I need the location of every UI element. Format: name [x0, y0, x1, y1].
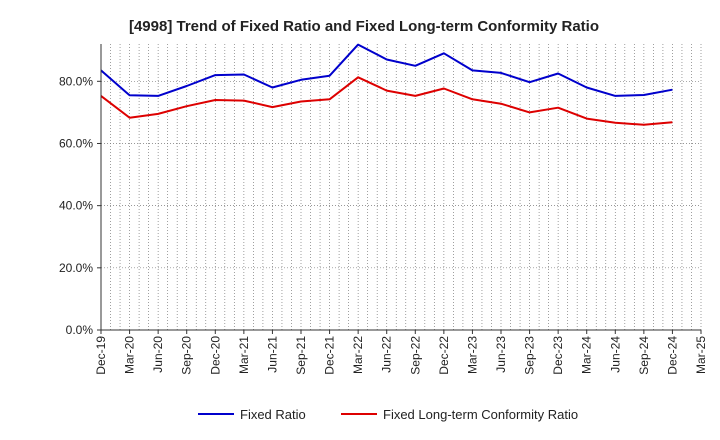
x-tick-labels: Dec-19 Mar-20 Jun-20 Sep-20 Dec-20 Mar-21 Jun-…	[94, 336, 708, 375]
x-tick-label: Dec-22	[437, 336, 451, 375]
y-tick-label: 80.0%	[59, 74, 93, 88]
x-tick-label: Dec-19	[94, 336, 108, 375]
x-tick-label: Jun-22	[380, 336, 394, 373]
x-tick-label: Sep-20	[180, 336, 194, 375]
y-tick-label: 40.0%	[59, 199, 93, 213]
axes	[97, 44, 702, 334]
chart-title: [4998] Trend of Fixed Ratio and Fixed Lo…	[129, 18, 599, 35]
x-tick-label: Sep-24	[637, 336, 651, 375]
y-tick-labels: 0.0% 20.0% 40.0% 60.0% 80.0%	[59, 74, 93, 337]
x-tick-label: Jun-20	[151, 336, 165, 373]
x-tick-label: Mar-20	[123, 336, 137, 374]
y-tick-label: 60.0%	[59, 136, 93, 150]
x-tick-label: Mar-24	[580, 336, 594, 374]
x-tick-label: Jun-24	[608, 336, 622, 373]
y-tick-label: 20.0%	[59, 261, 93, 275]
x-tick-label: Dec-21	[323, 336, 337, 375]
x-tick-label: Sep-22	[408, 336, 422, 375]
y-tick-label: 0.0%	[66, 323, 94, 337]
x-tick-label: Mar-23	[465, 336, 479, 374]
x-tick-label: Sep-21	[294, 336, 308, 375]
x-tick-label: Dec-20	[208, 336, 222, 375]
series-line-1	[100, 43, 673, 97]
x-tick-label: Jun-21	[265, 336, 279, 373]
legend-label-1: Fixed Ratio	[240, 407, 306, 422]
x-tick-label: Mar-21	[237, 336, 251, 374]
x-tick-label: Mar-22	[351, 336, 365, 374]
x-tick-label: Dec-24	[665, 336, 679, 375]
x-tick-label: Dec-23	[551, 336, 565, 375]
x-tick-label: Mar-25	[694, 336, 708, 374]
series-lines	[100, 43, 673, 126]
x-tick-label: Jun-23	[494, 336, 508, 373]
x-tick-label: Sep-23	[523, 336, 537, 375]
legend: Fixed Ratio Fixed Long-term Conformity Ra…	[198, 407, 578, 422]
grid	[101, 44, 702, 330]
series-line-2	[100, 76, 673, 126]
legend-label-2: Fixed Long-term Conformity Ratio	[383, 407, 578, 422]
